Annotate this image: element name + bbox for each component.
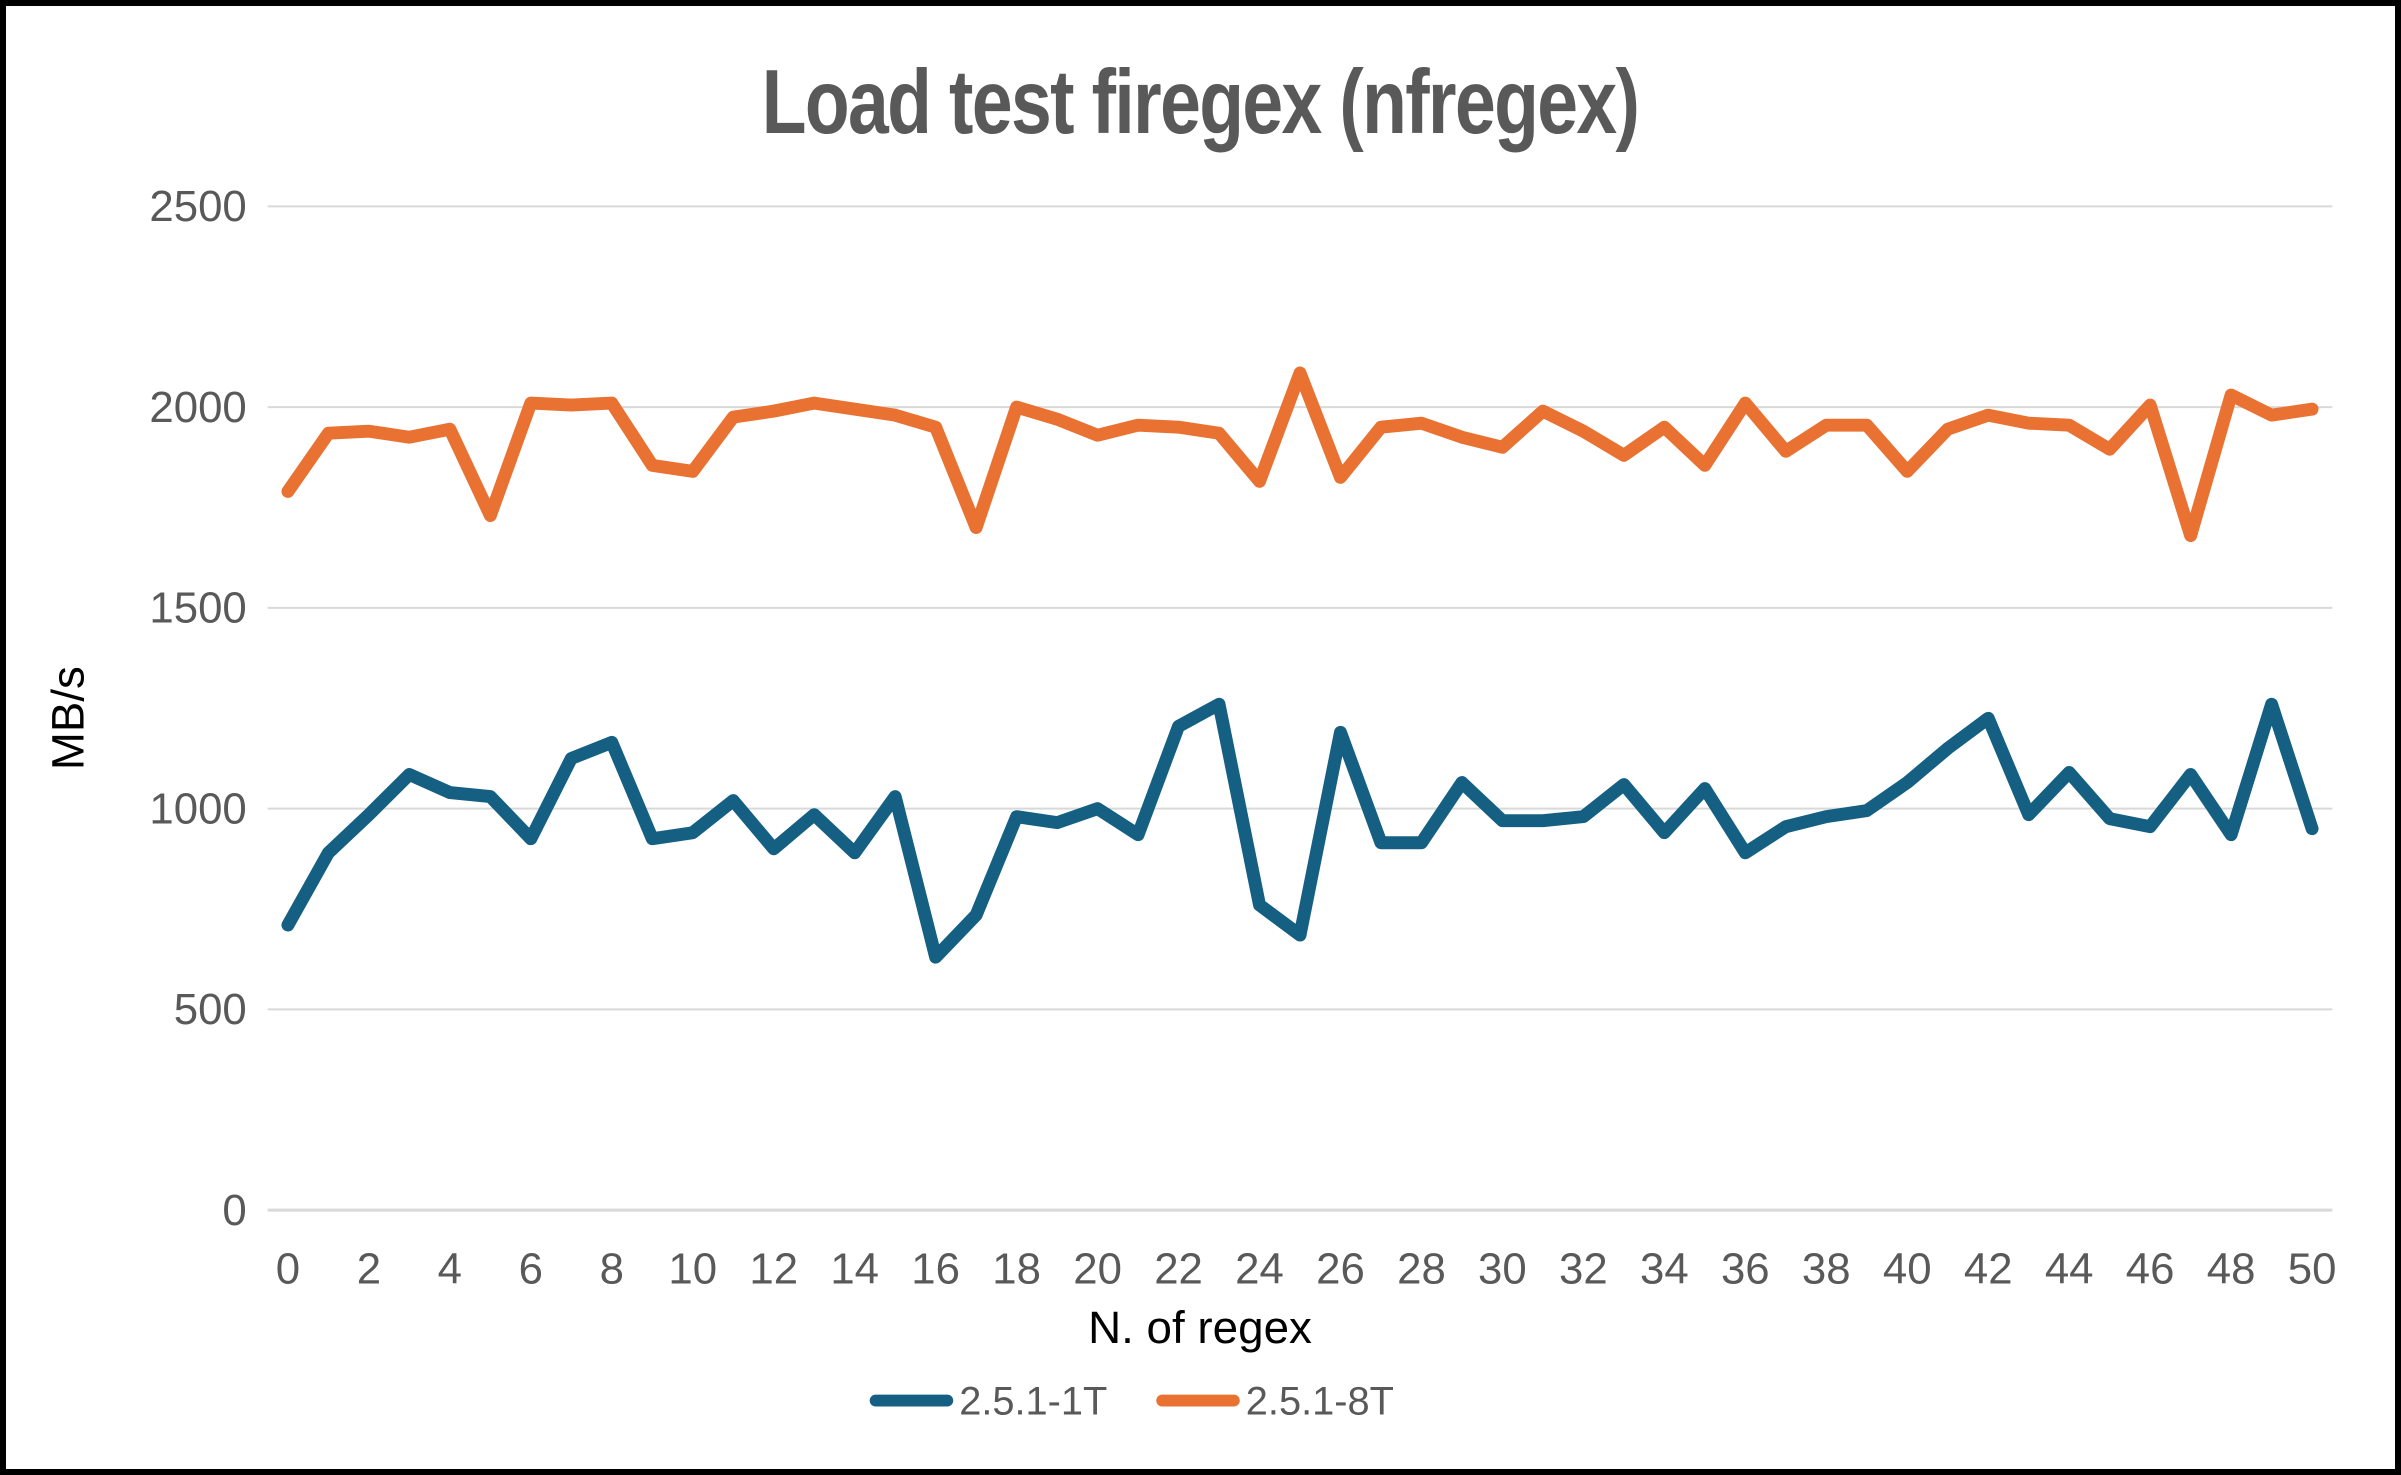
x-tick-label: 20 [1073, 1245, 1122, 1294]
y-tick-label: 1500 [149, 584, 246, 633]
x-axis-title: N. of regex [1088, 1302, 1312, 1353]
x-tick-label: 46 [2126, 1245, 2175, 1294]
x-tick-label: 36 [1721, 1245, 1770, 1294]
y-tick-label: 2000 [149, 383, 246, 432]
chart-title: Load test firegex (nfregex) [762, 50, 1639, 153]
x-tick-label: 2 [357, 1245, 381, 1294]
x-axis-tick-labels: 0 2 4 6 8 10 12 14 16 18 20 22 24 26 28 30 32 34 36 38 40 42 4… [276, 1245, 2337, 1294]
x-tick-label: 44 [2045, 1245, 2094, 1294]
series-line-2.5.1-1T [281, 697, 2319, 964]
x-tick-label: 32 [1559, 1245, 1608, 1294]
x-tick-label: 38 [1802, 1245, 1851, 1294]
y-axis-tick-labels: 0 500 1000 1500 2000 2500 [149, 182, 246, 1235]
x-tick-label: 14 [830, 1245, 879, 1294]
x-tick-label: 24 [1235, 1245, 1284, 1294]
x-tick-label: 18 [992, 1245, 1041, 1294]
x-tick-label: 50 [2288, 1245, 2337, 1294]
series-lines [281, 366, 2319, 964]
x-tick-label: 42 [1964, 1245, 2013, 1294]
x-tick-label: 16 [911, 1245, 960, 1294]
x-tick-label: 12 [749, 1245, 798, 1294]
chart-title-group: Load test firegex (nfregex) [762, 50, 1640, 153]
x-tick-label: 40 [1883, 1245, 1932, 1294]
y-tick-label: 2500 [149, 182, 246, 231]
legend-label: 2.5.1-1T [959, 1380, 1107, 1424]
x-tick-label: 48 [2207, 1245, 2256, 1294]
x-tick-label: 22 [1154, 1245, 1203, 1294]
x-tick-label: 28 [1397, 1245, 1446, 1294]
legend: 2.5.1-1T 2.5.1-8T [869, 1380, 1394, 1424]
y-tick-label: 500 [174, 985, 247, 1034]
x-tick-label: 4 [438, 1245, 462, 1294]
x-tick-label: 10 [668, 1245, 717, 1294]
gridlines [267, 205, 2333, 1212]
x-tick-label: 0 [276, 1245, 300, 1294]
y-axis-title: MB/s [43, 666, 94, 770]
series-line-2.5.1-8T [281, 366, 2319, 543]
x-tick-label: 34 [1640, 1245, 1689, 1294]
y-tick-label: 0 [222, 1186, 246, 1235]
x-tick-label: 26 [1316, 1245, 1365, 1294]
x-tick-label: 6 [519, 1245, 543, 1294]
x-tick-label: 30 [1478, 1245, 1527, 1294]
y-tick-label: 1000 [149, 785, 246, 834]
x-tick-label: 8 [600, 1245, 624, 1294]
legend-label: 2.5.1-8T [1246, 1380, 1394, 1424]
